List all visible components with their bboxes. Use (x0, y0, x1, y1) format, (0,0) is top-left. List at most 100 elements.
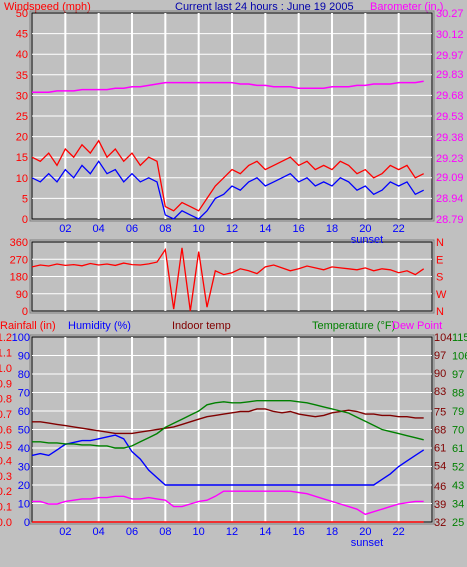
barometer-tick-label: 28.79 (436, 214, 464, 226)
rainfall-tick-label: 0.2 (0, 486, 12, 498)
humidity-tick-label: 0 (24, 517, 30, 529)
humidity-series (31, 434, 425, 486)
rainfall-tick-label: 0.1 (0, 502, 12, 514)
hour-tick-label: 14 (259, 526, 271, 538)
panel-frame-outer (29, 334, 435, 525)
hour-tick-label: 10 (193, 223, 205, 235)
temperature-axis-title: Temperature (°F) (312, 320, 395, 332)
dew-point-axis-title: Dew Point (392, 320, 442, 332)
hour-tick-label: 08 (159, 526, 171, 538)
hour-tick-label: 18 (326, 223, 338, 235)
temperature-series (32, 400, 424, 449)
humidity-tick-label: 100 (12, 332, 30, 344)
temperature-tick-label: 88 (452, 388, 464, 400)
panel-frame-outer (29, 10, 435, 222)
barometer-axis-title: Barometer (in.) (370, 1, 443, 13)
windspeed-tick-label: 20 (16, 132, 28, 144)
wind-direction-tick-label: 180 (10, 272, 28, 284)
humidity-tick-label: 10 (18, 499, 30, 511)
compass-tick-label: W (436, 289, 447, 301)
temperature-tick-label: 25 (452, 517, 464, 529)
wind-direction-tick-label: 90 (16, 289, 28, 301)
hour-tick-label: 08 (159, 223, 171, 235)
barometer-tick-label: 29.38 (436, 132, 464, 144)
sunset-label: sunset (351, 234, 383, 246)
hour-tick-label: 12 (226, 526, 238, 538)
humidity-tick-label: 70 (18, 388, 30, 400)
hour-tick-label: 02 (59, 223, 71, 235)
hour-tick-label: 04 (93, 223, 105, 235)
windspeed-tick-label: 40 (16, 49, 28, 61)
hour-tick-label: 16 (293, 526, 305, 538)
dew-point-tick-label: 39 (434, 499, 446, 511)
windgust_low-series (31, 160, 424, 220)
compass-tick-label: S (436, 272, 443, 284)
wind-direction-series (31, 247, 425, 312)
humidity-tick-label: 80 (18, 369, 30, 381)
barometer-tick-label: 29.83 (436, 69, 464, 81)
wind-direction-tick-label: 360 (10, 237, 28, 249)
hour-tick-label: 12 (226, 223, 238, 235)
temperature-tick-label: 52 (452, 462, 464, 474)
hour-tick-label: 20 (359, 526, 371, 538)
rainfall-tick-label: 1.0 (0, 363, 12, 375)
humidity-tick-label: 50 (18, 425, 30, 437)
barometer-tick-label: 29.97 (436, 50, 464, 62)
windspeed-tick-label: 0 (22, 214, 28, 226)
barometer-tick-label: 29.23 (436, 153, 464, 165)
dew-point-tick-label: 104 (434, 332, 452, 344)
barometer-tick-label: 30.12 (436, 29, 464, 41)
windspeed-tick-label: 35 (16, 70, 28, 82)
humidity-tick-label: 40 (18, 443, 30, 455)
windspeed-tick-label: 25 (16, 111, 28, 123)
windspeed-tick-label: 30 (16, 90, 28, 102)
rainfall-tick-label: 0.5 (0, 440, 12, 452)
temperature-tick-label: 70 (452, 425, 464, 437)
wind-direction-tick-label: 0 (22, 306, 28, 318)
hour-tick-label: 06 (126, 223, 138, 235)
panel-frame-outer (29, 239, 435, 314)
wind-direction-tick-label: 270 (10, 254, 28, 266)
hour-tick-label: 06 (126, 526, 138, 538)
hour-tick-label: 18 (326, 526, 338, 538)
temperature-tick-label: 61 (452, 443, 464, 455)
rainfall-tick-label: 1.1 (0, 347, 12, 359)
dew-point-tick-label: 83 (434, 386, 446, 398)
windspeed-tick-label: 45 (16, 29, 28, 41)
humidity-tick-label: 30 (18, 462, 30, 474)
temperature-tick-label: 115 (452, 332, 467, 344)
windspeed-tick-label: 10 (16, 173, 28, 185)
compass-tick-label: N (436, 306, 444, 318)
compass-tick-label: E (436, 254, 443, 266)
barometer-tick-label: 30.27 (436, 8, 464, 20)
hour-tick-label: 04 (93, 526, 105, 538)
indoor_temp-series (32, 408, 424, 435)
dew-point-tick-label: 90 (434, 368, 446, 380)
rainfall-tick-label: 0.4 (0, 455, 12, 467)
dew_point-series (32, 490, 424, 516)
hour-tick-label: 20 (359, 223, 371, 235)
hour-tick-label: 14 (259, 223, 271, 235)
dew-point-tick-label: 32 (434, 517, 446, 529)
indoor-temp-label: Indoor temp (172, 320, 231, 332)
hour-tick-label: 16 (293, 223, 305, 235)
dew-point-tick-label: 61 (434, 442, 446, 454)
rainfall-tick-label: 0.9 (0, 378, 12, 390)
rainfall-tick-label: 0.7 (0, 409, 12, 421)
hour-tick-label: 22 (393, 526, 405, 538)
windspeed-series (31, 139, 424, 212)
rainfall-tick-label: 0.3 (0, 471, 12, 483)
chart-title: Current last 24 hours : June 19 2005 (175, 1, 354, 13)
windspeed-tick-label: 15 (16, 152, 28, 164)
humidity-tick-label: 90 (18, 351, 30, 363)
dew-point-tick-label: 97 (434, 350, 446, 362)
barometer-tick-label: 29.53 (436, 111, 464, 123)
temperature-tick-label: 43 (452, 480, 464, 492)
hour-tick-label: 22 (393, 223, 405, 235)
barometer-series (32, 80, 424, 94)
compass-tick-label: N (436, 237, 444, 249)
barometer-tick-label: 29.09 (436, 172, 464, 184)
temperature-tick-label: 79 (452, 406, 464, 418)
windspeed-axis-title: Windspeed (mph) (4, 1, 91, 13)
